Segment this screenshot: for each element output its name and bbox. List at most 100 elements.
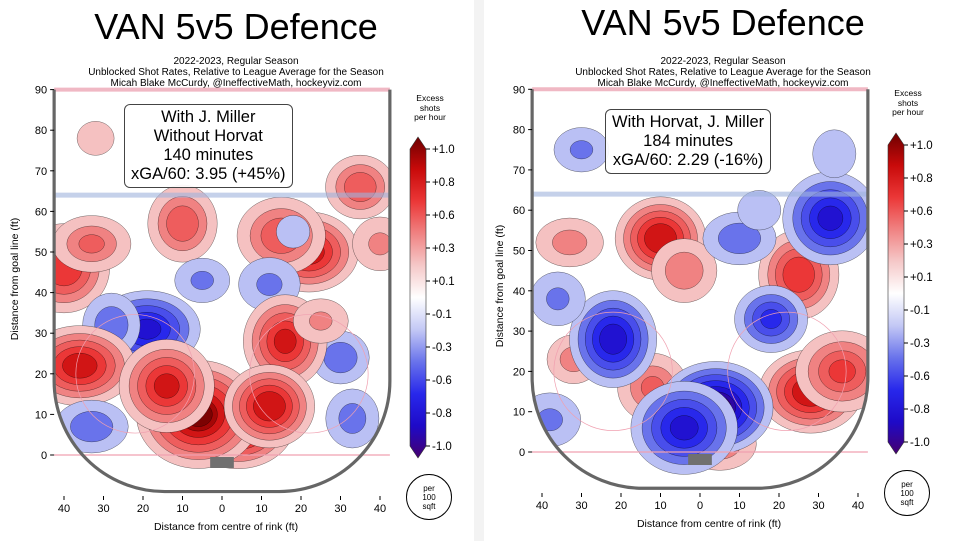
colorbar: +1.0 +0.8 +0.6 +0.3 +0.1 -0.1 -0.3 -0.6 -0.8 -1.0 [887,132,933,455]
x-tick-label: 0 [219,503,225,515]
y-tick-label: 80 [35,125,47,137]
colorbar-tick-label: +1.0 [910,140,933,152]
colorbar-tick-label: -1.0 [910,437,930,449]
info-box: With J. Miller Without Horvat 140 minute… [124,104,293,188]
colorbar-tick-label: +0.3 [432,243,455,255]
info-line-2: 184 minutes [643,132,734,150]
unit-note-line-3: sqft [422,501,436,511]
colorbar-title-line-2: shots [897,97,919,108]
hotspot [532,271,586,327]
chart-subtitle-line-2: Unblocked Shot Rates, Relative to League… [88,67,384,78]
chart-subtitle-line-1: 2022-2023, Regular Season [660,56,786,67]
hotspot [54,215,132,273]
chart-title: VAN 5v5 Defence [94,6,378,47]
unit-note-line-2: 100 [422,492,436,502]
hotspot [737,190,782,231]
x-axis-label: Distance from centre of rink (ft) [636,518,782,530]
y-axis: 0 10 20 30 40 50 60 70 80 90 [35,85,55,462]
y-tick-label: 40 [513,286,525,298]
hotspot [795,330,868,413]
info-box: With Horvat, J. Miller 184 minutes xGA/6… [605,109,772,174]
info-line-4: xGA/60: 3.95 (+45%) [131,165,286,183]
info-line-1: With J. Miller [161,108,256,126]
hotspot [651,238,718,303]
y-axis-label: Distance from goal line (ft) [494,224,506,348]
x-tick-label: 10 [733,500,745,512]
y-tick-label: 0 [41,450,47,462]
hotspot [630,381,738,475]
heatmap-layer [532,89,868,489]
y-tick-label: 70 [35,166,47,178]
x-tick-label: 30 [812,500,824,512]
rink-boards [52,89,392,494]
x-tick-label: 20 [615,500,627,512]
y-tick-label: 90 [35,85,47,97]
unit-note-line-2: 100 [900,488,914,498]
colorbar-tick-label: -0.8 [432,408,452,420]
colorbar-tick-label: +0.8 [910,173,933,185]
y-tick-label: 20 [35,369,47,381]
hotspot [535,217,604,268]
y-axis: 0 10 20 30 40 50 60 70 80 90 [513,84,533,459]
hotspot [276,215,311,249]
hotspot [174,257,231,303]
x-tick-label: 0 [697,500,703,512]
y-tick-label: 50 [35,247,47,259]
unit-note-line-1: per [423,483,435,493]
chart-subtitle-line-1: 2022-2023, Regular Season [173,56,299,67]
y-tick-label: 0 [519,447,525,459]
colorbar-tick-label: -0.3 [432,342,452,354]
colorbar-title: Excess shots per hour [408,93,452,123]
unit-note-circle: per 100 sqft [406,474,452,520]
colorbar: +1.0 +0.8 +0.6 +0.3 +0.1 -0.1 -0.3 -0.6 -0.8 -1.0 [409,136,455,459]
faceoff-circle [249,314,369,434]
info-line-2: Without Horvat [153,127,263,145]
panel-divider [474,0,484,541]
hotspot [812,129,857,179]
colorbar-tick-label: -1.0 [432,441,452,453]
colorbar-tick-label: +1.0 [432,144,455,156]
y-tick-label: 40 [35,288,47,300]
colorbar-tick-label: +0.1 [432,276,455,288]
chart-title: VAN 5v5 Defence [581,2,865,43]
y-tick-label: 60 [513,205,525,217]
faceoff-circle [553,311,673,431]
colorbar-title-line-3: per hour [414,112,446,122]
chart-panel-left: VAN 5v5 Defence 2022-2023, Regular Seaso… [0,0,472,541]
y-tick-label: 70 [513,165,525,177]
x-tick-label: 30 [334,503,346,515]
y-tick-label: 90 [513,84,525,96]
x-axis: 40 30 20 10 0 10 20 30 40 [536,493,864,512]
hotspot [147,184,218,263]
hotspot [325,154,390,220]
hotspot [292,298,349,344]
chart-panel-right: VAN 5v5 Defence 2022-2023, Regular Seaso… [486,0,960,541]
colorbar-title-line-1: Excess [894,88,922,98]
chart-subtitle-line-3: Micah Blake McCurdy, @IneffectiveMath, h… [597,78,849,89]
info-line-3: xGA/60: 2.29 (-16%) [612,151,764,169]
colorbar-tick-label: -0.1 [910,305,930,317]
hotspot [325,388,380,449]
faceoff-circle [75,314,195,434]
unit-note-circle: per 100 sqft [884,470,930,516]
x-tick-label: 20 [773,500,785,512]
chart-subtitle-line-2: Unblocked Shot Rates, Relative to League… [575,67,871,78]
colorbar-tick-label: -0.3 [910,338,930,350]
unit-note-line-1: per [901,479,913,489]
colorbar-tick-label: +0.8 [432,177,455,189]
y-tick-label: 10 [35,409,47,421]
colorbar-title-line-1: Excess [416,93,444,103]
chart-subtitle-line-3: Micah Blake McCurdy, @IneffectiveMath, h… [110,78,362,89]
y-axis-label: Distance from goal line (ft) [9,217,21,341]
hotspot [352,216,390,272]
colorbar-title: Excess shots per hour [886,88,930,118]
colorbar-tick-label: -0.6 [432,375,452,387]
x-tick-label: 20 [295,503,307,515]
y-tick-label: 30 [513,326,525,338]
info-line-1: With Horvat, J. Miller [612,113,765,131]
hotspot [569,290,657,388]
colorbar-tick-label: +0.3 [910,239,933,251]
colorbar-tick-label: +0.1 [910,272,933,284]
y-tick-label: 50 [513,246,525,258]
